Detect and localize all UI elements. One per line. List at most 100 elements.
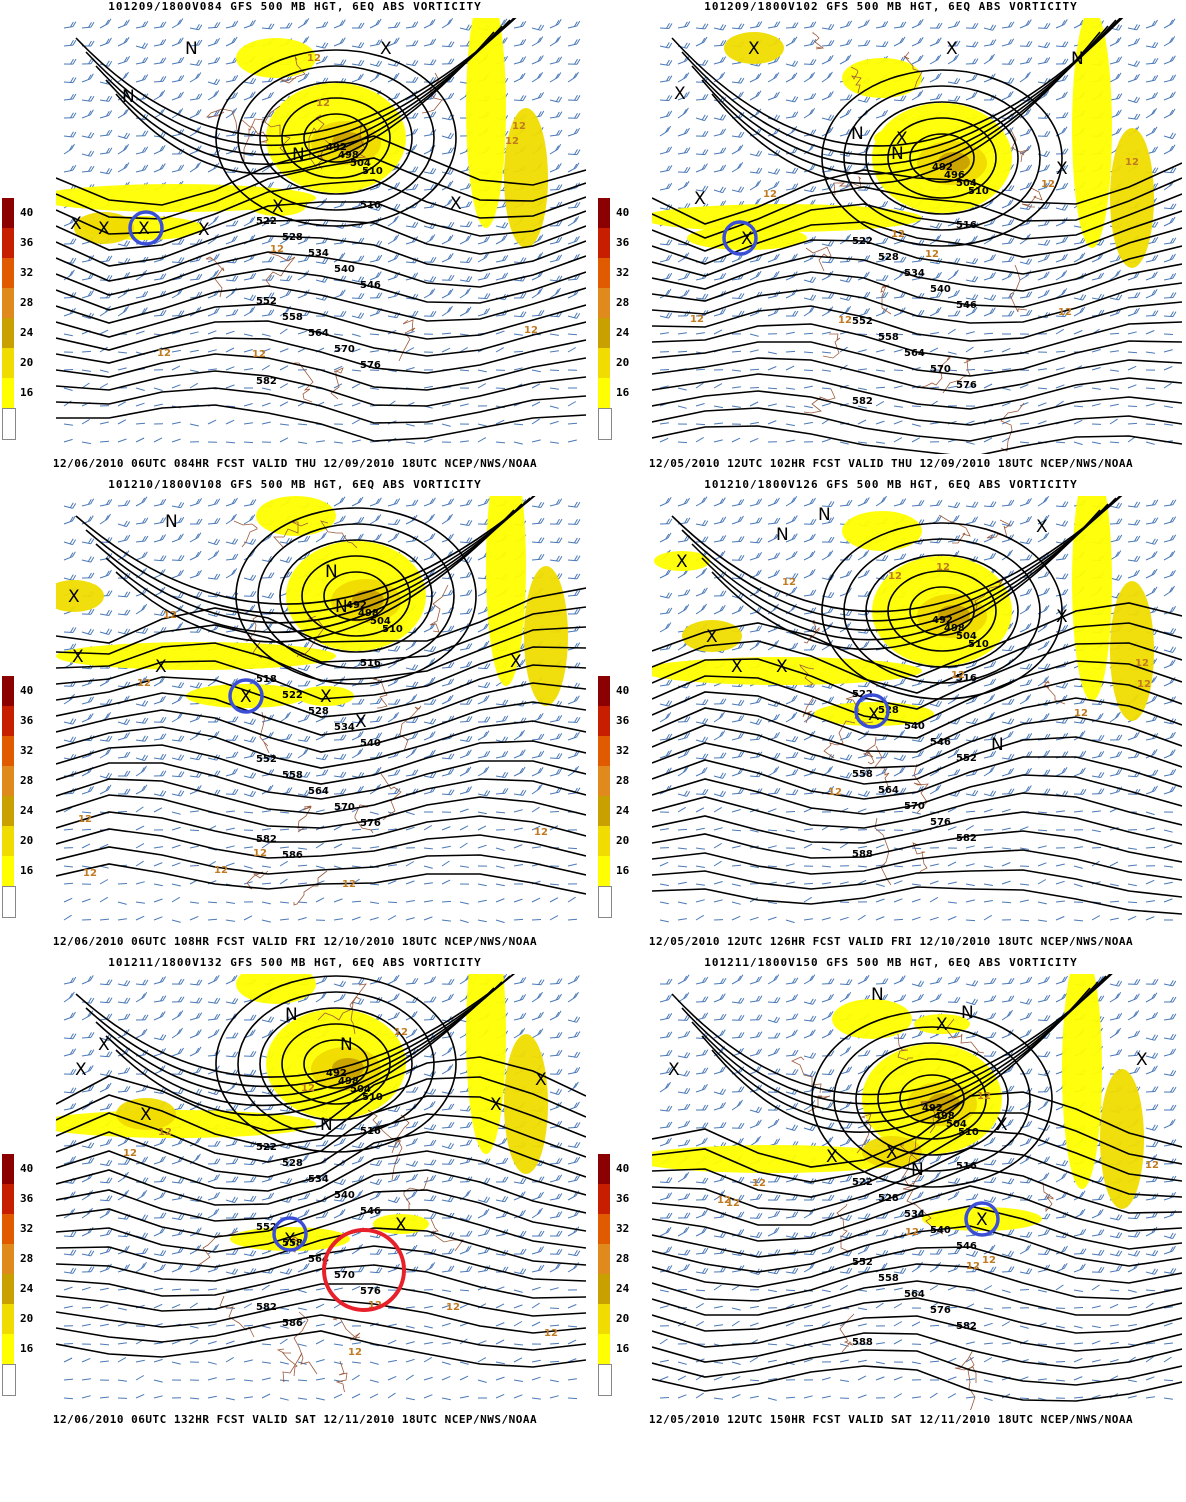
contour-label: 570 <box>334 344 355 355</box>
vorticity-label: 12 <box>977 1091 991 1102</box>
colorbar-label: 16 <box>616 1342 630 1355</box>
contour-label: 558 <box>282 770 303 781</box>
panel-title: 101210/1800V108 GFS 500 MB HGT, 6EQ ABS … <box>108 478 482 491</box>
vorticity-label: 12 <box>717 1195 731 1206</box>
contour-label: 504 <box>350 1084 371 1095</box>
contour-label: 510 <box>362 1092 383 1103</box>
colorbar-label: 32 <box>616 744 630 757</box>
vorticity-area <box>842 511 922 551</box>
low-center-marker: X <box>140 1105 152 1125</box>
contour-line <box>235 507 477 685</box>
contour-line <box>711 31 1101 185</box>
vorticity-area <box>1110 128 1154 268</box>
blue-annotation-circle <box>964 1201 1000 1237</box>
low-center-marker: X <box>1036 517 1048 537</box>
colorbar-segment <box>2 886 16 918</box>
contour-line <box>56 1264 586 1299</box>
low-center-marker: X <box>1056 159 1068 179</box>
contour-line <box>56 1150 586 1206</box>
colorbar-label: 40 <box>20 1162 34 1175</box>
contour-label: 564 <box>878 785 899 796</box>
low-center-marker: X <box>741 229 753 249</box>
contour-line <box>215 975 457 1153</box>
contour-line <box>652 245 1182 292</box>
contour-label: 492 <box>326 142 347 153</box>
contour-line <box>56 157 586 220</box>
colorbar-label: 40 <box>20 206 34 219</box>
contour-label: 564 <box>904 1289 925 1300</box>
colorbar-segment <box>2 258 14 288</box>
contour-line <box>56 606 586 663</box>
low-center-marker: X <box>776 657 788 677</box>
contour-label: 516 <box>360 200 381 211</box>
contour-label: 546 <box>360 280 381 291</box>
colorbar-segment <box>598 1364 612 1396</box>
contour-label: 522 <box>852 689 873 700</box>
contour-line <box>281 97 391 179</box>
contour-line <box>56 135 586 206</box>
contour-line <box>105 25 503 165</box>
contour-label: 504 <box>946 1119 967 1130</box>
panel-title: 101209/1800V084 GFS 500 MB HGT, 6EQ ABS … <box>108 0 482 13</box>
colorbar-segment <box>598 766 610 796</box>
contour-line <box>701 981 1099 1124</box>
vorticity-area <box>56 580 104 612</box>
contour-line <box>652 736 1182 785</box>
contour-line <box>105 981 503 1107</box>
contour-label: 540 <box>334 264 355 275</box>
vorticity-area <box>862 1136 922 1168</box>
contour-line <box>652 622 1182 694</box>
contour-line <box>56 1189 586 1238</box>
contour-label: 498 <box>934 1111 955 1122</box>
low-center-marker: X <box>68 587 80 607</box>
colorbar-label: 16 <box>20 1342 34 1355</box>
vorticity-area <box>74 212 134 244</box>
vorticity-label: 12 <box>936 562 950 573</box>
contour-line <box>821 522 1063 700</box>
contour-line <box>56 1076 586 1148</box>
contour-label: 588 <box>852 1337 873 1348</box>
colorbar-segment <box>2 378 14 408</box>
high-center-marker: N <box>292 145 305 165</box>
vorticity-label: 12 <box>838 315 852 326</box>
contour-label: 576 <box>930 817 951 828</box>
contour-line <box>56 587 586 644</box>
contour-line <box>691 497 1117 631</box>
contour-label: 546 <box>956 300 977 311</box>
contour-label: 504 <box>956 178 977 189</box>
contour-label: 496 <box>944 170 965 181</box>
contour-line <box>56 1169 586 1222</box>
colorbar-label: 20 <box>616 356 630 369</box>
contour-line <box>56 664 586 718</box>
colorbar-label: 28 <box>616 774 630 787</box>
vorticity-area <box>504 1034 548 1174</box>
contour-line <box>652 697 1182 753</box>
vorticity-label: 12 <box>252 349 266 360</box>
colorbar-label: 28 <box>20 1252 34 1265</box>
contour-line <box>85 496 535 615</box>
colorbar-segment <box>2 736 14 766</box>
colorbar-segment <box>2 1334 14 1364</box>
contour-line <box>56 251 586 296</box>
height-contours <box>56 974 586 1368</box>
contour-line <box>652 227 1182 277</box>
colorbar-label: 24 <box>616 804 630 817</box>
low-center-marker: X <box>1056 607 1068 627</box>
contour-label: 588 <box>852 849 873 860</box>
contour-label: 558 <box>282 1238 303 1249</box>
high-center-marker: N <box>122 87 135 107</box>
contour-line <box>115 509 515 643</box>
contour-label: 492 <box>346 600 367 611</box>
vorticity-area <box>652 204 922 232</box>
vorticity-label: 12 <box>1145 1160 1159 1171</box>
colorbar-label: 28 <box>20 296 34 309</box>
contour-label: 570 <box>334 1270 355 1281</box>
vorticity-label: 12 <box>1058 307 1072 318</box>
panel-title: 101211/1800V150 GFS 500 MB HGT, 6EQ ABS … <box>704 956 1078 969</box>
colorbar-segment <box>2 766 14 796</box>
colorbar-segment <box>2 676 14 706</box>
